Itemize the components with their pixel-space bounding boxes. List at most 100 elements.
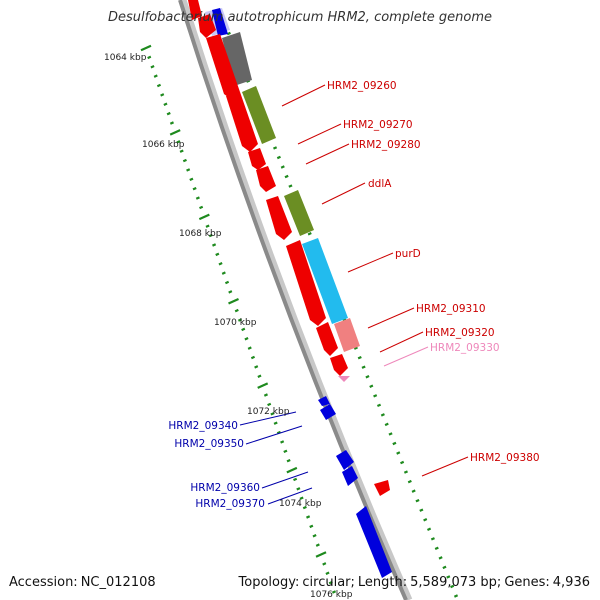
accession-info: Accession: NC_012108 [9, 575, 156, 590]
scale-label: 1070 kbp [214, 318, 257, 328]
inner-tick [315, 543, 320, 547]
outer-tick [384, 422, 389, 427]
inner-tick [322, 562, 327, 566]
leader-line [245, 425, 303, 445]
feature-salmon [334, 318, 360, 352]
inner-tick [208, 233, 213, 238]
inner-tick [169, 129, 181, 136]
inner-tick [237, 318, 243, 322]
outer-tick [411, 489, 416, 493]
inner-tick [228, 290, 233, 294]
scale-label: 1068 kbp [179, 229, 222, 239]
gene-label: HRM2_09310 [416, 303, 486, 315]
gene-arrow-forward [188, 0, 202, 20]
gene-label: HRM2_09270 [343, 119, 413, 131]
outer-tick [407, 479, 412, 484]
inner-tick [228, 297, 239, 305]
inner-tick [283, 449, 288, 454]
gene-arrow-reverse [212, 8, 228, 36]
gene-label: HRM2_09330 [430, 342, 500, 354]
inner-tick [195, 196, 200, 200]
inner-tick [302, 505, 307, 510]
outer-tick [434, 546, 439, 551]
outer-tick [365, 375, 370, 379]
outer-tick [369, 384, 374, 388]
accession-label: Accession: [9, 575, 78, 590]
outer-tick [423, 518, 428, 522]
inner-tick [257, 374, 262, 378]
inner-tick [205, 224, 210, 228]
inner-tick [198, 213, 210, 221]
leader-line [421, 456, 469, 477]
outer-tick [450, 584, 455, 589]
feature-gray [222, 32, 252, 86]
gene-label: HRM2_09260 [327, 80, 397, 92]
feature-olive [284, 190, 314, 236]
inner-tick [299, 496, 304, 500]
inner-tick [224, 280, 230, 285]
leader-line [261, 471, 309, 489]
inner-tick [306, 515, 311, 519]
leader-line [267, 487, 313, 505]
outer-tick [280, 165, 285, 169]
leader-line [297, 123, 342, 145]
inner-tick [163, 102, 168, 106]
outer-tick [453, 594, 459, 598]
gene-arrow-reverse [320, 404, 336, 420]
inner-tick [241, 327, 246, 332]
outer-tick [276, 155, 281, 160]
outer-tick [357, 355, 362, 360]
leader-line [281, 84, 326, 107]
inner-tick [212, 243, 217, 247]
inner-tick [189, 177, 194, 182]
inner-tick [263, 393, 268, 397]
outer-tick [392, 441, 397, 446]
inner-tick [147, 55, 152, 60]
inner-tick [331, 590, 337, 594]
gene-arrow-forward [286, 240, 326, 326]
inner-tick [176, 140, 181, 144]
leader-line [383, 346, 429, 367]
outer-tick [288, 184, 293, 188]
feature-olive [242, 86, 276, 144]
outer-tick [307, 232, 312, 236]
inner-tick [244, 337, 249, 341]
inner-tick [140, 44, 152, 52]
leader-line [347, 252, 394, 273]
gene-arrow-forward [248, 148, 266, 170]
inner-tick [169, 121, 174, 125]
inner-tick [267, 402, 272, 407]
inner-tick [276, 430, 281, 435]
outer-tick [415, 498, 420, 503]
inner-tick [156, 83, 162, 88]
outer-tick [442, 565, 447, 570]
scale-label: 1074 kbp [279, 499, 322, 509]
gene-arrow-reverse [318, 396, 330, 406]
inner-tick [312, 534, 317, 538]
gene-arrow-forward [226, 92, 258, 152]
inner-tick [247, 346, 252, 350]
inner-tick [325, 571, 330, 575]
gene-arrow-reverse [356, 506, 392, 578]
gene-arrow-forward [374, 480, 390, 496]
topology-label: Topology: [238, 575, 300, 590]
outer-tick [426, 527, 432, 531]
inner-tick [273, 421, 278, 425]
outer-tick [388, 432, 393, 436]
outer-tick [353, 346, 358, 350]
gene-arrow-reverse [336, 450, 354, 470]
inner-tick [160, 93, 165, 97]
length-value: 5,589,073 bp; [410, 575, 502, 590]
outer-tick [373, 394, 378, 398]
inner-tick [315, 551, 327, 558]
outer-tick [403, 470, 409, 474]
inner-tick [286, 466, 298, 474]
gene-arrow-forward [266, 196, 292, 240]
inner-tick [179, 149, 184, 153]
outer-tick [376, 403, 382, 408]
leader-line [321, 182, 366, 205]
gene-label: purD [395, 248, 421, 260]
gene-features [188, 0, 392, 578]
backbone-shadow [179, 0, 413, 600]
outer-tick [446, 575, 451, 579]
